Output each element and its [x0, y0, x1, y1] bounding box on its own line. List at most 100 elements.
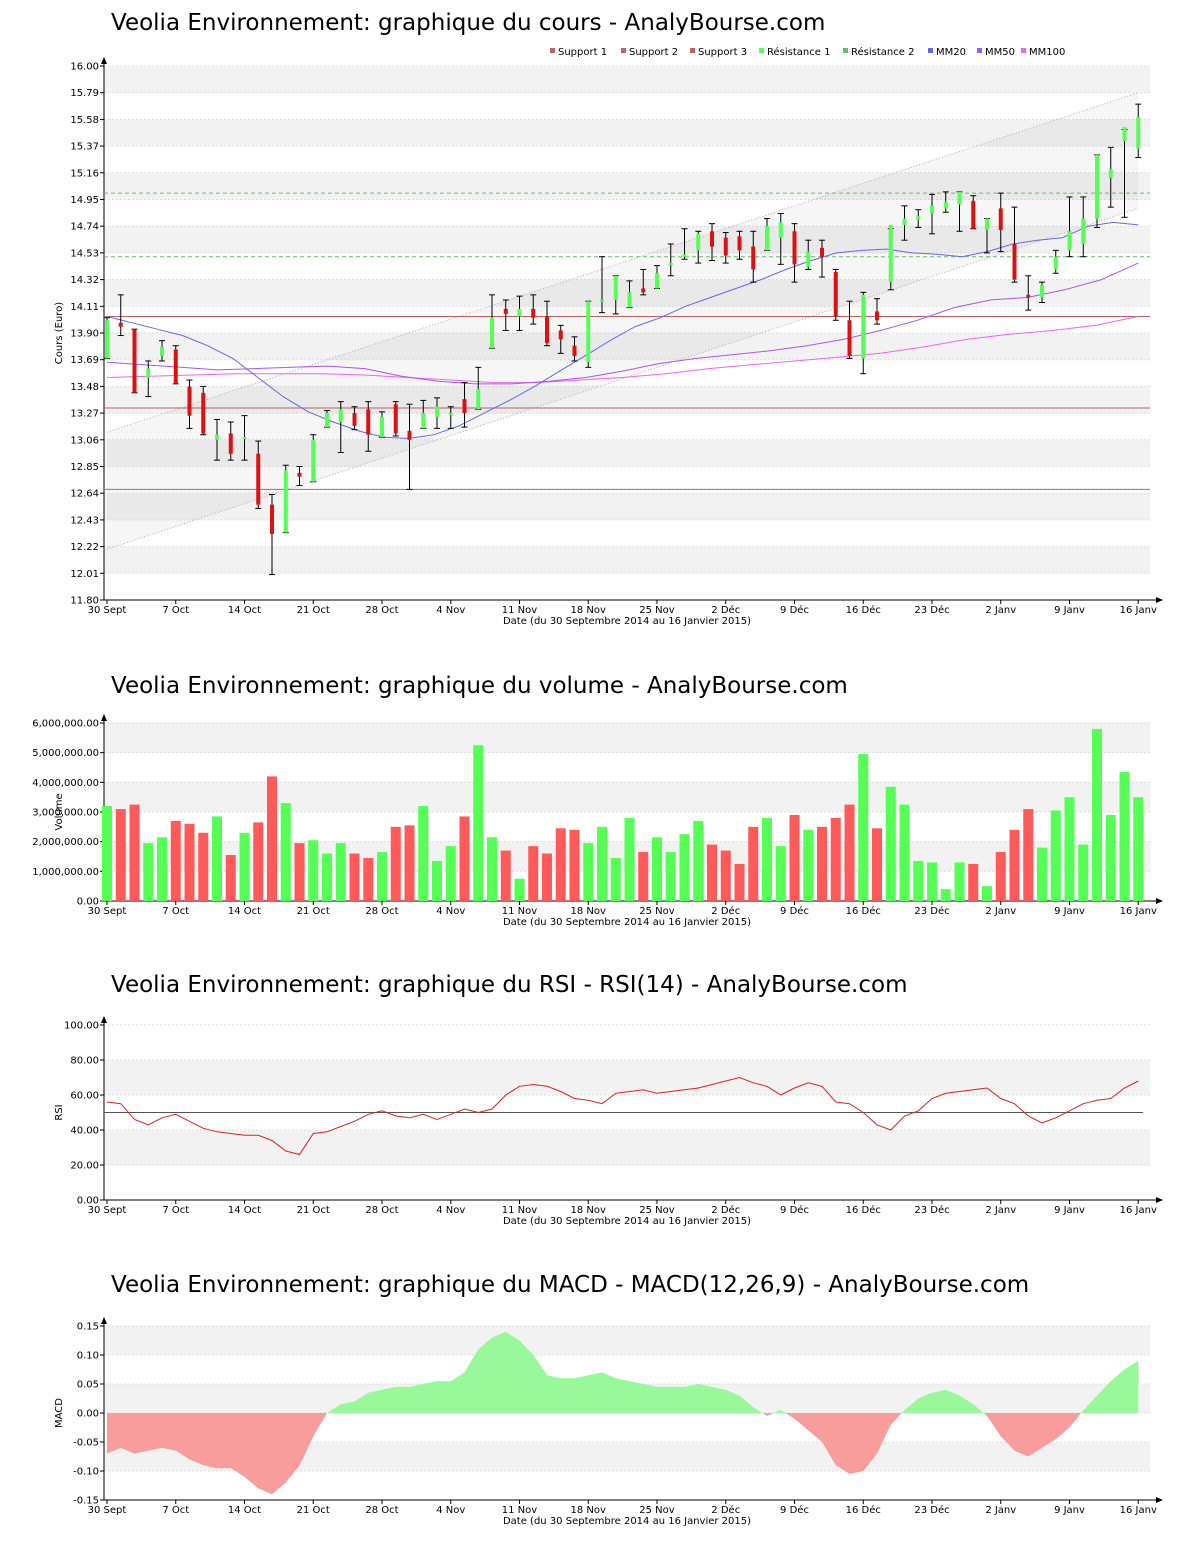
price-chart-title: Veolia Environnement: graphique du cours… — [111, 10, 826, 36]
price-chart: 11.80 12.01 12.22 12.43 12.64 12.85 13.06 13.27… — [54, 46, 1163, 627]
price-y-tick-label: 13.06 — [70, 435, 99, 446]
price-band — [104, 546, 1150, 574]
candle-body — [503, 308, 508, 314]
price-y-tick-label: 14.95 — [70, 195, 99, 206]
volume-bar — [308, 840, 319, 901]
macd-x-tick-label: 16 Déc — [846, 1504, 881, 1516]
candle-body — [352, 413, 357, 426]
volume-bar — [1050, 810, 1061, 901]
rsi-y-tick-label: 40.00 — [70, 1126, 99, 1137]
volume-x-tick-label: 23 Déc — [914, 905, 949, 917]
volume-bar — [514, 878, 525, 901]
rsi-y-tick-label: 100.00 — [64, 1021, 99, 1032]
volume-bar — [1092, 728, 1102, 901]
mm100-line — [106, 316, 1139, 384]
macd-x-axis-arrow — [1156, 1497, 1163, 1503]
volume-bar — [734, 863, 745, 901]
volume-bar — [679, 834, 690, 901]
price-y-tick-label: 14.32 — [70, 275, 99, 286]
candle-body — [146, 368, 151, 378]
volume-x-tick-label: 4 Nov — [436, 906, 465, 917]
volume-bar — [1009, 829, 1020, 901]
price-band — [104, 386, 1150, 414]
volume-bar — [1105, 814, 1116, 901]
rsi-x-tick-label: 7 Oct — [162, 1205, 189, 1216]
volume-bar — [775, 846, 786, 901]
candle-body — [173, 349, 178, 384]
candle-body — [1095, 155, 1099, 219]
volume-bar — [390, 826, 401, 901]
price-x-tick-label: 7 Oct — [162, 605, 189, 616]
legend-label: MM100 — [1029, 47, 1065, 58]
candle-body — [930, 205, 934, 214]
macd-x-tick-label: 14 Oct — [228, 1505, 261, 1516]
price-y-tick-label: 12.22 — [70, 542, 99, 553]
candle-body — [765, 226, 769, 251]
candle-body — [888, 224, 893, 283]
rsi-x-axis-label: Date (du 30 Septembre 2014 au 16 Janvier… — [503, 1216, 751, 1227]
candle-body — [160, 346, 164, 356]
price-x-tick-label: 21 Oct — [297, 605, 330, 616]
macd-x-tick-label: 21 Oct — [297, 1505, 330, 1516]
volume-x-tick-label: 2 Janv — [985, 906, 1016, 917]
candle-body — [572, 345, 577, 356]
candle-body — [751, 246, 756, 270]
rsi-x-tick-label: 18 Nov — [571, 1205, 607, 1216]
volume-bar — [597, 826, 607, 901]
legend-swatch — [759, 48, 764, 53]
rsi-x-tick-label: 4 Nov — [436, 1205, 465, 1216]
legend-label: Support 3 — [698, 47, 747, 58]
candle-body — [696, 233, 701, 251]
volume-bar — [363, 857, 374, 901]
volume-y-tick-label: 4,000,000.00 — [32, 778, 99, 789]
candle-body — [641, 288, 646, 293]
price-band — [104, 279, 1150, 307]
volume-bar — [968, 863, 979, 901]
macd-x-tick-label: 23 Déc — [914, 1504, 949, 1516]
rsi-chart: 0.00 20.00 40.00 60.00 80.00 100.00 30 Sept 7 O… — [54, 1016, 1163, 1227]
macd-x-tick-label: 7 Oct — [162, 1505, 189, 1516]
candle-body — [655, 273, 659, 289]
volume-bar — [858, 754, 869, 901]
volume-band — [104, 723, 1150, 753]
volume-y-tick-label: 0.00 — [77, 897, 99, 908]
rsi-x-tick-label: 2 Janv — [985, 1205, 1016, 1216]
volume-bar — [212, 816, 222, 901]
volume-bar — [927, 862, 937, 901]
price-y-tick-label: 15.37 — [70, 142, 99, 153]
volume-bar — [830, 817, 841, 901]
volume-y-tick-label: 3,000,000.00 — [32, 808, 99, 819]
volume-bar — [954, 862, 965, 901]
rsi-x-tick-label: 9 Janv — [1054, 1205, 1085, 1216]
volume-bar — [707, 844, 717, 901]
candle-body — [1012, 244, 1017, 280]
candle-body — [600, 299, 604, 302]
price-y-axis-arrow — [101, 57, 107, 64]
price-band — [104, 66, 1150, 93]
volume-bar — [322, 853, 332, 901]
price-y-tick-label: 12.85 — [70, 462, 99, 473]
volume-bar — [377, 852, 387, 901]
rsi-x-tick-label: 16 Janv — [1120, 1205, 1157, 1216]
price-band — [104, 439, 1150, 467]
volume-x-axis-label: Date (du 30 Septembre 2014 au 16 Janvier… — [503, 917, 751, 928]
volume-x-tick-label: 30 Sept — [88, 906, 127, 917]
rsi-x-tick-label: 11 Nov — [502, 1205, 538, 1216]
volume-bar — [803, 829, 814, 901]
legend-swatch — [1021, 48, 1026, 53]
candle-body — [682, 254, 687, 257]
candle-body — [1053, 256, 1058, 270]
candle-body — [902, 218, 907, 225]
candle-body — [943, 202, 948, 209]
macd-x-tick-label: 4 Nov — [436, 1505, 465, 1516]
legend-swatch — [977, 48, 982, 53]
volume-bar — [610, 857, 621, 901]
price-x-tick-label: 18 Nov — [571, 605, 607, 616]
macd-y-tick-label: -0.05 — [73, 1438, 99, 1449]
candle-body — [737, 236, 742, 251]
rsi-band — [104, 1130, 1150, 1165]
volume-bar — [982, 886, 992, 901]
volume-bar — [404, 825, 415, 901]
volume-bar — [789, 814, 800, 901]
candle-body — [1026, 294, 1031, 298]
